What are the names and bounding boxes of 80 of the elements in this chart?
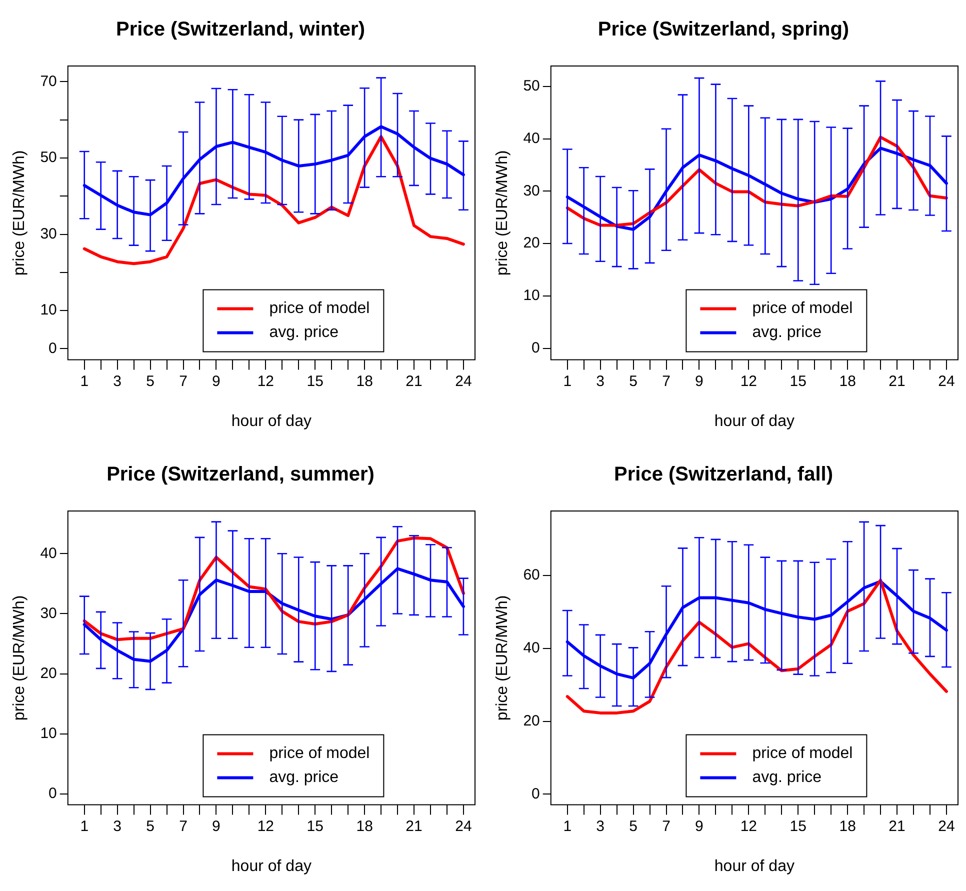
chart-title: Price (Switzerland, spring) xyxy=(598,18,850,41)
legend-label: price of model xyxy=(269,745,370,762)
chart-title: Price (Switzerland, summer) xyxy=(106,464,374,486)
x-axis-title: hour of day xyxy=(714,412,794,430)
legend-label: avg. price xyxy=(269,769,339,786)
x-tick-label: 24 xyxy=(455,818,472,835)
y-axis-title: price (EUR/MWh) xyxy=(11,150,28,276)
y-tick-label: 40 xyxy=(523,130,540,147)
x-tick-label: 9 xyxy=(212,818,220,835)
y-tick-label: 10 xyxy=(523,287,540,304)
legend-label: avg. price xyxy=(752,324,822,342)
x-tick-label: 1 xyxy=(80,818,89,835)
x-axis-title: hour of day xyxy=(231,858,312,875)
y-axis-title: price (EUR/MWh) xyxy=(11,595,28,721)
x-tick-label: 1 xyxy=(563,372,572,390)
y-tick-label: 10 xyxy=(40,302,57,319)
x-tick-label: 9 xyxy=(212,372,220,390)
x-tick-label: 15 xyxy=(306,372,324,390)
y-tick-label: 70 xyxy=(40,72,57,90)
x-tick-label: 3 xyxy=(113,372,122,390)
x-tick-label: 7 xyxy=(662,372,670,390)
x-tick-label: 5 xyxy=(629,818,638,835)
x-tick-label: 24 xyxy=(938,372,955,390)
y-tick-label: 30 xyxy=(40,604,57,622)
x-tick-label: 12 xyxy=(257,818,274,835)
y-tick-label: 20 xyxy=(523,712,540,730)
y-tick-label: 30 xyxy=(523,182,540,200)
y-tick-label: 0 xyxy=(48,340,57,357)
y-tick-label: 40 xyxy=(523,640,540,657)
x-tick-label: 1 xyxy=(80,372,89,390)
x-tick-label: 9 xyxy=(695,818,704,835)
y-tick-label: 0 xyxy=(532,339,540,356)
x-tick-label: 3 xyxy=(113,818,122,835)
x-tick-label: 12 xyxy=(257,372,274,390)
x-tick-label: 18 xyxy=(839,372,856,390)
x-tick-label: 21 xyxy=(406,818,422,835)
y-tick-label: 50 xyxy=(40,149,57,166)
chart-title: Price (Switzerland, winter) xyxy=(116,18,365,41)
y-tick-label: 10 xyxy=(40,725,57,742)
x-tick-label: 5 xyxy=(629,372,638,390)
x-tick-label: 5 xyxy=(146,818,154,835)
x-tick-label: 21 xyxy=(888,372,906,390)
y-tick-label: 0 xyxy=(48,785,57,802)
x-tick-label: 3 xyxy=(596,818,605,835)
y-tick-label: 60 xyxy=(523,566,540,584)
y-tick-label: 30 xyxy=(40,225,57,242)
legend-label: price of model xyxy=(752,745,853,762)
x-tick-label: 7 xyxy=(179,818,188,835)
x-tick-label: 7 xyxy=(179,372,188,390)
x-tick-label: 15 xyxy=(790,818,806,835)
x-tick-label: 15 xyxy=(306,818,324,835)
y-tick-label: 0 xyxy=(532,785,540,802)
x-tick-label: 21 xyxy=(888,818,906,835)
legend-label: price of model xyxy=(752,300,853,318)
x-tick-label: 5 xyxy=(146,372,154,390)
x-tick-label: 7 xyxy=(662,818,670,835)
legend-label: avg. price xyxy=(752,769,822,786)
legend-label: price of model xyxy=(269,300,370,318)
x-tick-label: 24 xyxy=(938,818,955,835)
x-tick-label: 3 xyxy=(596,372,605,390)
y-tick-label: 50 xyxy=(523,78,540,95)
x-tick-label: 18 xyxy=(839,818,856,835)
x-tick-label: 18 xyxy=(356,372,373,390)
x-tick-label: 24 xyxy=(455,372,472,390)
x-tick-label: 18 xyxy=(356,818,373,835)
x-axis-title: hour of day xyxy=(231,412,312,430)
x-tick-label: 9 xyxy=(695,372,704,390)
x-tick-label: 15 xyxy=(790,372,806,390)
x-tick-label: 12 xyxy=(740,818,758,835)
chart-title: Price (Switzerland, fall) xyxy=(614,464,833,486)
legend-label: avg. price xyxy=(269,324,339,342)
y-axis-title: price (EUR/MWh) xyxy=(494,150,512,276)
y-tick-label: 40 xyxy=(40,544,57,562)
x-axis-title: hour of day xyxy=(714,858,794,875)
x-tick-label: 21 xyxy=(406,372,422,390)
x-tick-label: 1 xyxy=(563,818,572,835)
x-tick-label: 12 xyxy=(740,372,758,390)
y-axis-title: price (EUR/MWh) xyxy=(494,595,512,721)
y-tick-label: 20 xyxy=(523,234,540,252)
y-tick-label: 20 xyxy=(40,664,57,682)
